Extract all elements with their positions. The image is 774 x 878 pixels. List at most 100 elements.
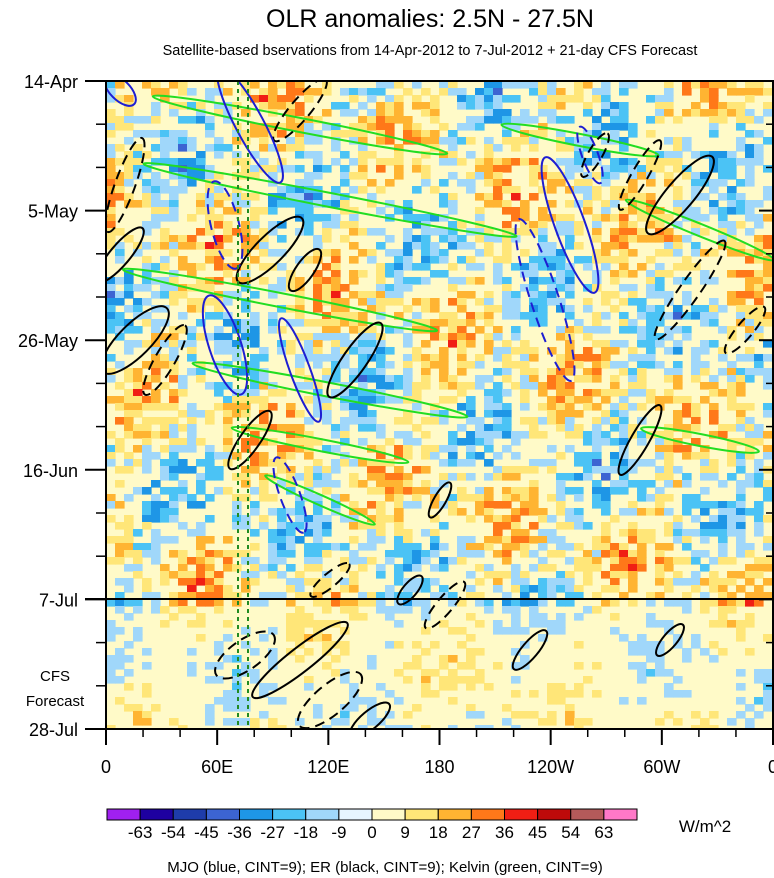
anomaly-cell — [763, 543, 773, 551]
anomaly-cell — [241, 662, 251, 670]
anomaly-cell — [556, 585, 566, 593]
anomaly-cell — [250, 431, 260, 439]
anomaly-cell — [286, 431, 296, 439]
anomaly-cell — [448, 81, 458, 89]
anomaly-cell — [448, 683, 458, 691]
anomaly-cell — [520, 578, 530, 586]
anomaly-cell — [619, 571, 629, 579]
anomaly-cell — [736, 599, 746, 607]
anomaly-cell — [214, 221, 224, 229]
anomaly-cell — [511, 193, 521, 201]
anomaly-cell — [151, 81, 161, 89]
mjo-contour-negative — [514, 218, 576, 382]
anomaly-cell — [754, 221, 764, 229]
anomaly-cell — [511, 431, 521, 439]
anomaly-cell — [529, 711, 539, 719]
anomaly-cell — [583, 466, 593, 474]
anomaly-cell — [529, 179, 539, 187]
anomaly-cell — [682, 543, 692, 551]
anomaly-cell — [583, 578, 593, 586]
anomaly-cell — [295, 634, 305, 642]
anomaly-cell — [763, 319, 773, 327]
anomaly-cell — [736, 515, 746, 523]
anomaly-cell — [655, 592, 665, 600]
anomaly-cell — [457, 403, 467, 411]
anomaly-cell — [178, 578, 188, 586]
anomaly-cell — [466, 585, 476, 593]
anomaly-cell — [304, 333, 314, 341]
anomaly-cell — [187, 431, 197, 439]
anomaly-cell — [421, 214, 431, 222]
anomaly-cell — [142, 284, 152, 292]
anomaly-cell — [547, 466, 557, 474]
anomaly-cell — [313, 536, 323, 544]
anomaly-cell — [637, 235, 647, 243]
anomaly-cell — [718, 158, 728, 166]
anomaly-cell — [484, 494, 494, 502]
anomaly-cell — [682, 648, 692, 656]
anomaly-cell — [241, 172, 251, 180]
anomaly-cell — [763, 340, 773, 348]
anomaly-cell — [736, 193, 746, 201]
anomaly-cell — [475, 214, 485, 222]
anomaly-cell — [187, 172, 197, 180]
anomaly-cell — [430, 452, 440, 460]
anomaly-cell — [268, 571, 278, 579]
anomaly-cell — [169, 613, 179, 621]
anomaly-cell — [691, 172, 701, 180]
anomaly-cell — [151, 172, 161, 180]
anomaly-cell — [736, 88, 746, 96]
anomaly-cell — [592, 557, 602, 565]
anomaly-cell — [448, 228, 458, 236]
anomaly-cell — [664, 578, 674, 586]
anomaly-cell — [502, 305, 512, 313]
anomaly-cell — [160, 515, 170, 523]
anomaly-cell — [538, 431, 548, 439]
anomaly-cell — [151, 417, 161, 425]
anomaly-cell — [556, 424, 566, 432]
anomaly-cell — [736, 368, 746, 376]
anomaly-cell — [493, 186, 503, 194]
anomaly-cell — [529, 347, 539, 355]
anomaly-cell — [124, 466, 134, 474]
anomaly-cell — [151, 354, 161, 362]
anomaly-cell — [124, 655, 134, 663]
anomaly-cell — [754, 466, 764, 474]
anomaly-cell — [160, 95, 170, 103]
anomaly-cell — [493, 368, 503, 376]
anomaly-cell — [232, 340, 242, 348]
anomaly-cell — [754, 585, 764, 593]
anomaly-cell — [475, 501, 485, 509]
anomaly-cell — [367, 200, 377, 208]
anomaly-cell — [214, 389, 224, 397]
anomaly-cell — [241, 627, 251, 635]
anomaly-cell — [484, 193, 494, 201]
anomaly-cell — [610, 228, 620, 236]
anomaly-cell — [637, 557, 647, 565]
anomaly-cell — [250, 326, 260, 334]
anomaly-cell — [484, 515, 494, 523]
anomaly-cell — [241, 249, 251, 257]
anomaly-cell — [646, 613, 656, 621]
anomaly-cell — [340, 641, 350, 649]
anomaly-cell — [151, 375, 161, 383]
anomaly-cell — [304, 487, 314, 495]
anomaly-cell — [466, 431, 476, 439]
anomaly-cell — [403, 368, 413, 376]
anomaly-cell — [502, 249, 512, 257]
anomaly-cell — [448, 501, 458, 509]
anomaly-cell — [304, 452, 314, 460]
anomaly-cell — [160, 382, 170, 390]
anomaly-cell — [250, 466, 260, 474]
anomaly-cell — [259, 207, 269, 215]
anomaly-cell — [484, 179, 494, 187]
anomaly-cell — [295, 578, 305, 586]
anomaly-cell — [655, 438, 665, 446]
anomaly-cell — [331, 312, 341, 320]
anomaly-cell — [421, 235, 431, 243]
anomaly-cell — [106, 725, 116, 729]
anomaly-cell — [223, 704, 233, 712]
anomaly-cell — [664, 375, 674, 383]
anomaly-cell — [205, 193, 215, 201]
anomaly-cell — [574, 585, 584, 593]
